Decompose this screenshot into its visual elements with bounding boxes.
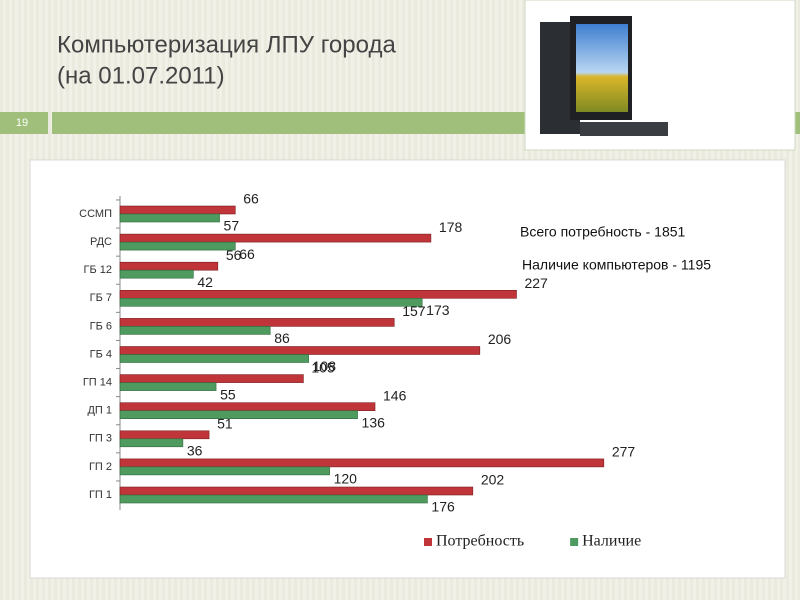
value-label: 157 — [402, 303, 426, 319]
bar — [119, 297, 423, 307]
chart-area — [29, 159, 786, 579]
bar — [119, 346, 481, 355]
value-label: 120 — [334, 471, 358, 487]
bar — [119, 241, 236, 251]
slide-title: Компьютеризация ЛПУ города — [57, 31, 396, 58]
screen — [576, 24, 628, 112]
y-tick-label: ГБ 6 — [90, 320, 112, 332]
bar — [119, 326, 271, 335]
bar — [119, 269, 194, 279]
bar — [119, 466, 330, 476]
value-label: 51 — [217, 416, 233, 432]
slide-subtitle: (на 01.07.2011) — [57, 62, 225, 89]
value-label: 42 — [197, 274, 213, 290]
bar — [119, 438, 184, 448]
value-label: 57 — [224, 218, 240, 234]
legend-label: Наличие — [582, 533, 641, 550]
bar — [119, 261, 219, 271]
number-box — [0, 112, 48, 134]
y-tick-label: ССМП — [79, 208, 112, 220]
value-label: 176 — [431, 499, 455, 515]
value-label: 55 — [220, 386, 236, 402]
legend-swatch — [424, 538, 432, 546]
value-label: 202 — [481, 472, 505, 488]
legend-label: Потребность — [436, 533, 524, 550]
slide-number: 19 — [16, 117, 28, 129]
bar — [119, 354, 309, 363]
bar — [119, 289, 517, 299]
annotation: Наличие компьютеров - 1195 — [522, 257, 711, 273]
value-label: 108 — [313, 358, 337, 374]
y-tick-label: ГБ 4 — [90, 348, 112, 360]
y-tick-label: ГП 1 — [89, 489, 112, 501]
value-label: 178 — [439, 219, 463, 235]
y-tick-label: ГП 14 — [83, 377, 112, 389]
legend-swatch — [570, 538, 579, 546]
value-label: 173 — [426, 302, 450, 318]
value-label: 146 — [383, 387, 407, 403]
y-tick-label: ГП 3 — [89, 433, 112, 445]
y-tick-label: ДП 1 — [87, 405, 112, 417]
y-tick-label: ГБ 12 — [84, 264, 112, 276]
value-label: 277 — [612, 444, 636, 460]
keyboard — [580, 122, 668, 136]
value-label: 206 — [488, 331, 512, 347]
value-label: 66 — [239, 246, 255, 262]
bar — [119, 233, 432, 243]
bar — [119, 430, 210, 440]
bar — [119, 458, 605, 468]
value-label: 86 — [274, 330, 290, 346]
value-label: 66 — [243, 191, 259, 207]
y-tick-label: ГП 2 — [89, 461, 112, 473]
value-label: 105 — [311, 359, 335, 375]
annotation: Всего потребность - 1851 — [520, 224, 686, 240]
y-tick-label: ГБ 7 — [90, 292, 112, 304]
value-label: 36 — [187, 443, 203, 459]
value-label: 136 — [362, 414, 386, 430]
bar — [119, 410, 358, 420]
bar — [119, 494, 428, 504]
bar — [119, 213, 220, 223]
bar — [119, 374, 304, 383]
value-label: 56 — [226, 247, 242, 263]
bar — [119, 382, 217, 391]
bar — [119, 486, 474, 496]
y-tick-label: РДС — [90, 236, 112, 248]
value-label: 227 — [524, 275, 548, 291]
bar — [119, 402, 376, 412]
bar — [119, 318, 395, 327]
bar — [119, 205, 236, 215]
computer-picture — [524, 0, 796, 151]
